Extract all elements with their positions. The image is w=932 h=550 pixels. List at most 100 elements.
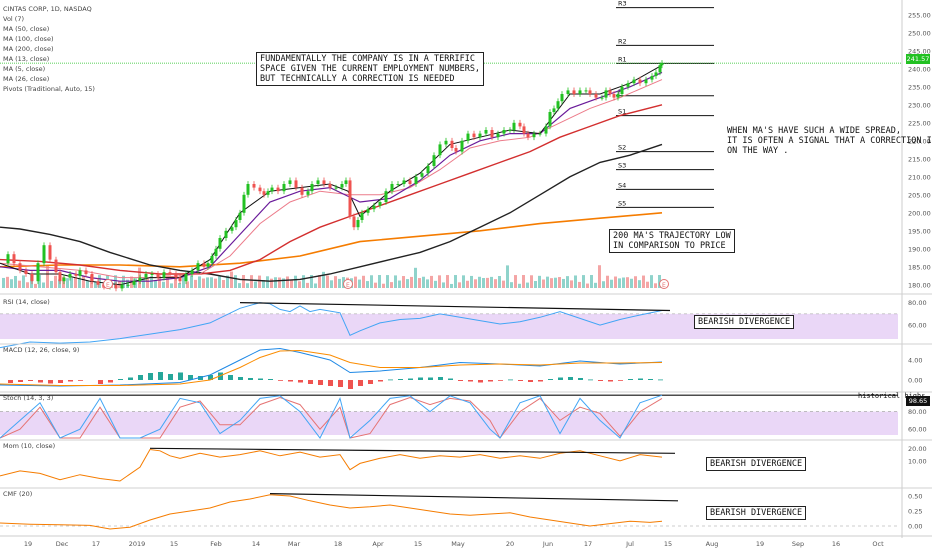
macd-histogram-bar	[638, 378, 643, 380]
candle-body	[74, 274, 78, 276]
candle-body	[178, 277, 182, 282]
pivot-label-S4: S4	[618, 181, 626, 189]
stoch-pane-title: Stoch (14, 3, 3)	[3, 394, 54, 402]
volume-bar	[478, 276, 481, 288]
volume-bar	[46, 265, 49, 288]
macd-histogram-bar	[318, 380, 323, 385]
volume-bar	[26, 282, 29, 288]
rsi-divergence-note: BEARISH DIVERGENCE	[694, 315, 795, 329]
macd-histogram-bar	[38, 380, 43, 383]
macd-histogram-bar	[578, 378, 583, 380]
macd-histogram-bar	[308, 380, 313, 384]
volume-bar	[502, 280, 505, 288]
price-tick-230: 230.00	[908, 101, 931, 109]
legend-pivots: Pivots (Traditional, Auto, 15)	[3, 85, 95, 93]
cmf-tick-0.25: 0.25	[908, 508, 922, 516]
volume-bar	[142, 277, 145, 288]
volume-bar	[510, 282, 513, 288]
candle-body	[54, 259, 58, 273]
volume-bar	[582, 275, 585, 288]
volume-bar	[126, 279, 129, 288]
volume-bar	[446, 275, 449, 288]
volume-bar	[54, 275, 57, 288]
macd-histogram-bar	[128, 377, 133, 380]
mom-divergence-line	[149, 447, 676, 454]
cmf-pane-title: CMF (20)	[3, 490, 33, 498]
macd-histogram-bar	[568, 377, 573, 380]
candle-body	[258, 187, 262, 192]
candle-body	[246, 184, 250, 195]
candle-body	[6, 254, 10, 264]
macd-histogram-bar	[618, 380, 623, 381]
candle-body	[626, 83, 630, 87]
time-tick-Oct: Oct	[872, 540, 884, 548]
macd-histogram-bar	[268, 379, 273, 380]
volume-bar	[306, 282, 309, 288]
macd-histogram-bar	[198, 376, 203, 380]
volume-bar	[526, 282, 529, 288]
volume-bar	[34, 283, 37, 288]
candle-body	[594, 94, 598, 98]
legend-vol: Vol (7)	[3, 15, 24, 23]
candle-body	[616, 94, 620, 98]
cmf-divergence-line	[269, 493, 679, 502]
volume-bar	[158, 275, 161, 288]
candle-body	[340, 184, 344, 188]
candle-body	[548, 112, 552, 127]
candle-body	[512, 122, 516, 130]
time-tick-Aug: Aug	[706, 540, 719, 548]
volume-bar	[358, 279, 361, 288]
stoch-last-tag: 98.65	[906, 396, 930, 406]
time-tick-Jul: Jul	[625, 540, 634, 548]
price-tick-215: 215.00	[908, 155, 931, 163]
volume-bar	[438, 275, 441, 288]
candle-body	[566, 90, 570, 94]
volume-bar	[394, 275, 397, 288]
fundamental-note: FUNDAMENTALLY THE COMPANY IS IN A TERRIF…	[256, 52, 485, 86]
volume-bar	[466, 280, 469, 288]
time-tick-16: 16	[832, 540, 840, 548]
candle-body	[328, 184, 332, 188]
volume-bar	[386, 275, 389, 288]
volume-bar	[150, 276, 153, 288]
macd-histogram-bar	[48, 380, 53, 384]
price-tick-200: 200.00	[908, 209, 931, 217]
volume-bar	[318, 275, 321, 288]
candle-body	[68, 274, 72, 278]
volume-bar	[550, 278, 553, 288]
candle-body	[632, 79, 636, 84]
candle-body	[230, 227, 234, 231]
candle-body	[608, 90, 612, 94]
volume-bar	[286, 276, 289, 288]
candle-body	[90, 274, 94, 282]
time-tick-Sep: Sep	[792, 540, 804, 548]
macd-histogram-bar	[458, 380, 463, 381]
volume-bar	[310, 275, 313, 288]
candle-body	[322, 180, 326, 184]
volume-bar	[214, 278, 217, 288]
earnings-marker	[343, 279, 353, 289]
candle-body	[18, 263, 22, 271]
candle-body	[316, 180, 320, 184]
macd-histogram-bar	[108, 380, 113, 383]
volume-bar	[626, 277, 629, 288]
volume-bar	[594, 282, 597, 288]
volume-bar	[194, 279, 197, 288]
volume-bar	[546, 276, 549, 288]
candle-body	[466, 133, 470, 141]
price-tick-195: 195.00	[908, 227, 931, 235]
legend-ma5: MA (5, close)	[3, 65, 46, 73]
main-legend: CINTAS CORP, 1D, NASDAQ Vol (7) MA (50, …	[3, 4, 95, 94]
legend-ma100: MA (100, close)	[3, 35, 54, 43]
volume-bar	[638, 280, 641, 288]
volume-bar	[234, 275, 237, 288]
macd-histogram-bar	[8, 380, 13, 383]
candle-body	[334, 187, 338, 189]
rsi-line	[0, 302, 663, 349]
macd-histogram-bar	[218, 372, 223, 380]
volume-bar	[542, 279, 545, 288]
macd-histogram-bar	[508, 379, 513, 381]
volume-bar	[566, 276, 569, 288]
volume-bar	[334, 276, 337, 288]
time-tick-20: 20	[506, 540, 514, 548]
